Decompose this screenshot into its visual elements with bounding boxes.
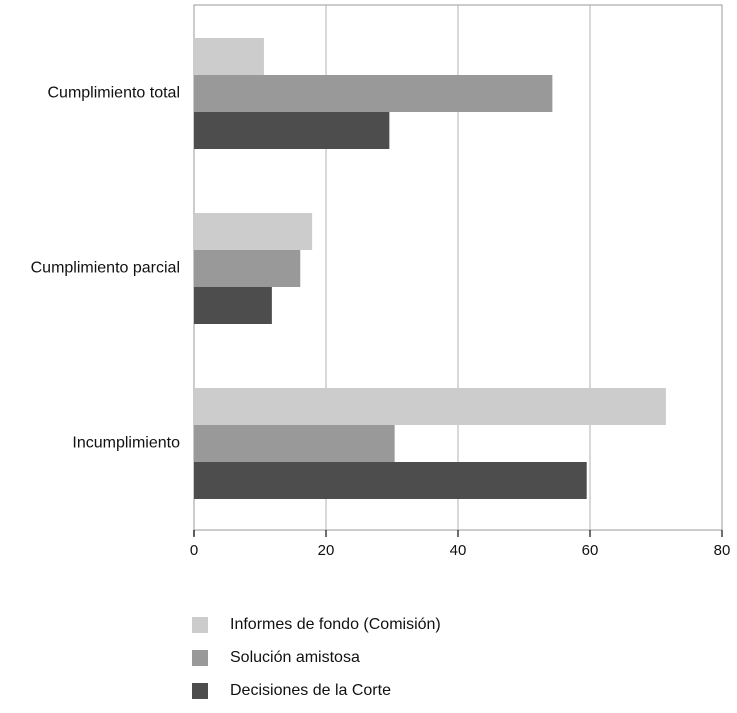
bar-chart: Cumplimiento total Cumplimiento parcial In… (31, 4, 731, 559)
legend-label-informes: Informes de fondo (Comisión) (230, 616, 441, 633)
category-label-cumplimiento-parcial: Cumplimiento parcial (31, 260, 180, 277)
bar-cumplimiento-total-solucion-amistosa (194, 75, 553, 112)
bar-incumplimiento-solucion-amistosa (194, 425, 395, 462)
bar-incumplimiento-decisiones-de-la-corte (194, 462, 587, 499)
legend-swatch-informes (192, 617, 208, 633)
category-label-cumplimiento-total: Cumplimiento total (48, 85, 181, 102)
bar-cumplimiento-parcial-solucion-amistosa (194, 250, 301, 287)
legend-item-decisiones: Decisiones de la Corte (192, 680, 441, 702)
legend-label-solucion: Solución amistosa (230, 649, 360, 666)
tick-label-x-2: 40 (450, 542, 467, 559)
legend-swatch-solucion (192, 650, 208, 666)
bar-cumplimiento-parcial-decisiones-de-la-corte (194, 287, 272, 324)
tick-label-x-1: 20 (318, 542, 335, 559)
legend: Informes de fondo (Comisión) Solución am… (192, 614, 441, 713)
legend-item-solucion: Solución amistosa (192, 647, 441, 669)
legend-item-informes: Informes de fondo (Comisión) (192, 614, 441, 636)
bar-cumplimiento-parcial-informes-de-fondo-comision (194, 213, 313, 250)
legend-swatch-decisiones (192, 683, 208, 699)
bar-cumplimiento-total-informes-de-fondo-comision (194, 38, 264, 75)
tick-label-x-4: 80 (714, 542, 731, 559)
category-label-incumplimiento: Incumplimiento (72, 435, 180, 452)
bar-incumplimiento-informes-de-fondo-comision (194, 388, 666, 425)
bar-cumplimiento-total-decisiones-de-la-corte (194, 112, 390, 149)
tick-label-x-0: 0 (190, 542, 198, 559)
tick-label-x-3: 60 (582, 542, 599, 559)
